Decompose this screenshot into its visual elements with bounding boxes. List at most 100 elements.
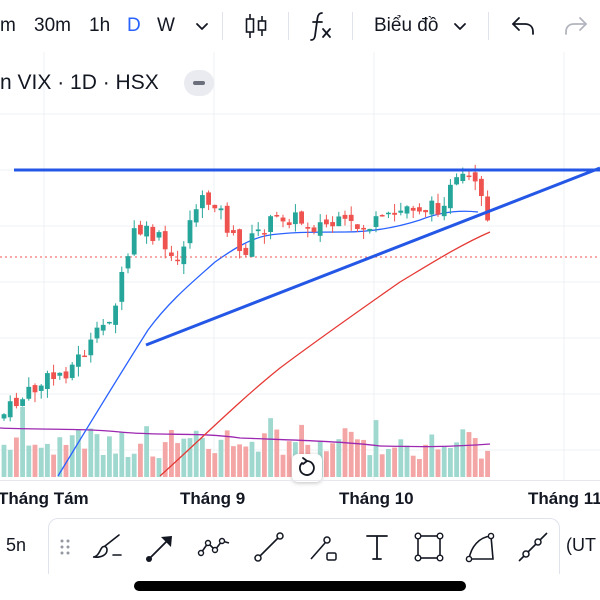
candle-body — [32, 385, 38, 393]
arrow-icon[interactable] — [143, 529, 179, 565]
toolbar-divider — [352, 12, 353, 40]
candle-body — [7, 401, 13, 418]
candle-body — [355, 224, 360, 229]
candle-body — [398, 210, 404, 213]
collapse-legend-button[interactable] — [184, 70, 214, 96]
volume-bar — [156, 458, 162, 477]
drawing-tools-panel — [48, 518, 560, 574]
candle-body — [317, 222, 323, 236]
date-range-button[interactable]: 5n — [6, 535, 27, 555]
reset-chart-button[interactable] — [292, 454, 322, 482]
volume-bar — [324, 451, 329, 477]
candle-body — [280, 217, 286, 222]
volume-bar — [423, 444, 428, 477]
candle-body — [348, 214, 354, 221]
candle-body — [26, 386, 32, 399]
interval-w[interactable]: W — [157, 15, 175, 36]
candle-body — [268, 216, 273, 233]
moving-averages — [0, 210, 600, 477]
candle-body — [113, 305, 118, 325]
chevron-down-icon[interactable] — [452, 18, 468, 34]
volume-bar — [206, 448, 211, 477]
candle-body — [330, 222, 335, 227]
path-icon[interactable] — [197, 529, 233, 565]
chevron-down-icon[interactable] — [194, 18, 210, 34]
candle-body — [386, 212, 391, 215]
volume-bar — [169, 429, 174, 477]
drawings — [14, 166, 600, 347]
candle-body — [107, 321, 112, 324]
measure-icon[interactable] — [305, 529, 341, 565]
candle-body — [193, 209, 199, 223]
candle-body — [479, 178, 484, 196]
candle-body — [57, 372, 63, 376]
fx-icon[interactable] — [308, 10, 334, 42]
candle-body — [200, 195, 205, 209]
candle-body — [1, 414, 7, 419]
candle-body — [169, 252, 174, 256]
price-chart[interactable] — [0, 52, 600, 480]
volume-bars — [1, 406, 490, 477]
volume-bar — [460, 429, 466, 477]
candle-body — [218, 208, 224, 211]
undo-icon[interactable] — [510, 14, 536, 38]
volume-bar — [57, 437, 63, 477]
candles — [1, 164, 490, 422]
volume-bar — [7, 449, 13, 477]
trend-line-icon[interactable] — [251, 529, 287, 565]
candle-body — [336, 216, 342, 227]
candle-body — [51, 372, 56, 380]
interval-30m[interactable]: 30m — [34, 15, 71, 36]
interval-d[interactable]: D — [127, 15, 141, 36]
candle-body — [429, 200, 435, 215]
volume-bar — [20, 406, 25, 477]
volume-bar — [218, 439, 224, 477]
candle-body — [162, 231, 168, 250]
volume-bar — [224, 430, 230, 477]
volume-bar — [193, 430, 199, 477]
candle-body — [324, 219, 329, 225]
volume-bar — [472, 438, 478, 477]
timezone-button[interactable]: (UT — [566, 535, 596, 555]
candle-body — [485, 196, 490, 221]
volume-bar — [113, 453, 118, 477]
symbol-title[interactable]: n VIX · 1D · HSX — [0, 71, 159, 94]
candle-body — [255, 229, 261, 232]
candle-body — [274, 215, 280, 217]
volume-bar — [249, 441, 255, 477]
arc-icon[interactable] — [463, 529, 499, 565]
volume-bar — [441, 446, 447, 477]
volume-bar — [200, 437, 205, 477]
candlestick-icon[interactable] — [243, 12, 269, 40]
candle-body — [417, 207, 422, 212]
candle-body — [249, 233, 255, 257]
volume-bar — [181, 438, 187, 477]
time-label: Tháng Tám — [0, 489, 89, 508]
chart-grid — [0, 52, 600, 480]
volume-bar — [299, 424, 304, 477]
volume-bar — [398, 439, 404, 477]
volume-bar — [268, 418, 273, 477]
drag-handle-icon[interactable] — [53, 529, 77, 565]
ray-icon[interactable] — [515, 529, 551, 565]
rectangle-icon[interactable] — [411, 529, 447, 565]
time-label: Tháng 11 — [528, 489, 600, 508]
brush-icon[interactable] — [89, 529, 125, 565]
time-axis[interactable]: Tháng Tám Tháng 9 Tháng 10 Tháng 11 — [0, 480, 600, 514]
candle-body — [237, 229, 242, 252]
candle-body — [131, 228, 137, 255]
candle-body — [138, 224, 143, 235]
candle-body — [392, 212, 397, 215]
chart-area[interactable] — [0, 52, 600, 482]
redo-icon[interactable] — [563, 14, 589, 38]
interval-1h[interactable]: 1h — [89, 15, 111, 36]
fast-ma-line — [57, 210, 479, 477]
candle-body — [262, 233, 267, 235]
text-icon[interactable] — [359, 529, 395, 565]
candle-body — [423, 210, 428, 213]
interval-m[interactable]: m — [0, 15, 16, 36]
chart-layout-dropdown[interactable]: Biểu đồ — [374, 15, 439, 36]
candle-body — [299, 211, 304, 224]
candle-body — [293, 212, 298, 225]
candle-body — [410, 207, 416, 211]
